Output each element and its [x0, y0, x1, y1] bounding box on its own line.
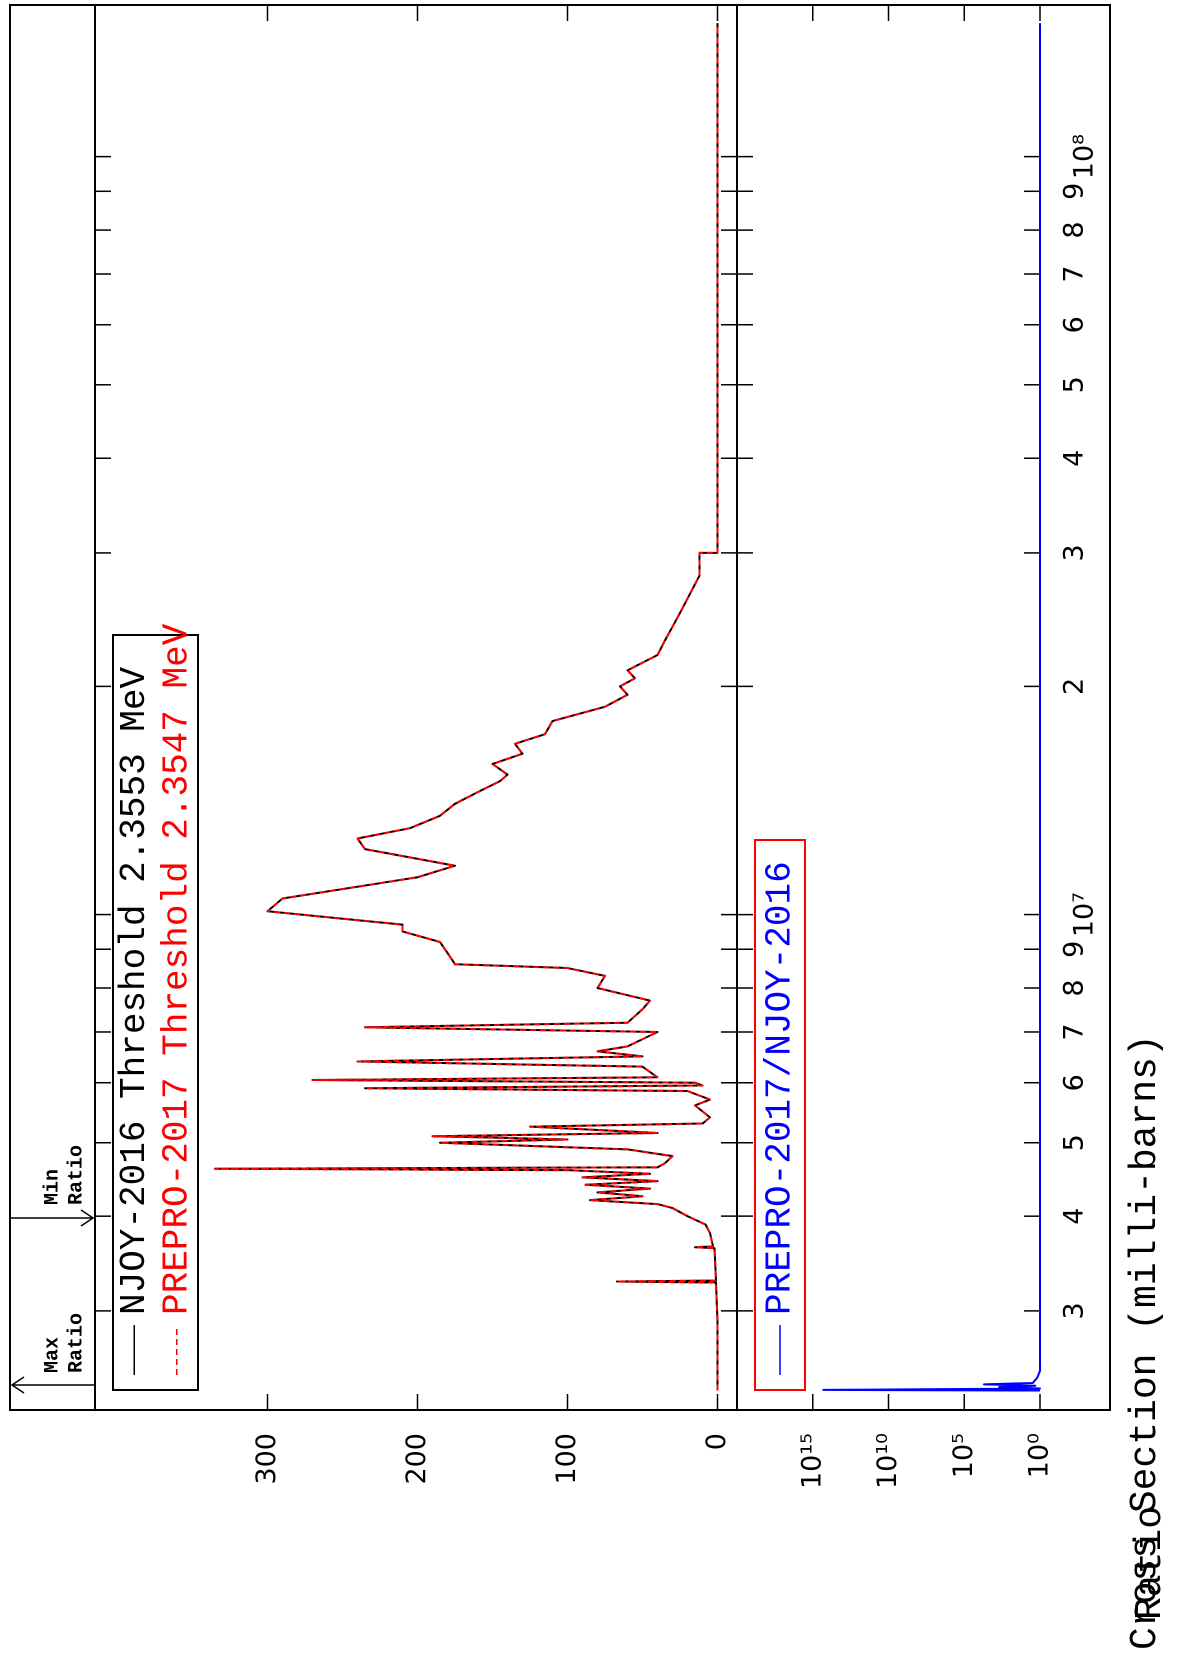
plot-rotated: Max Ratio Min Ratio Cross Section (milli… — [9, 4, 1172, 1650]
y-tick-label: 10¹⁵ — [796, 1433, 827, 1489]
y-tick-label: 10⁵ — [948, 1433, 979, 1478]
frame — [9, 4, 1111, 1411]
y-axis-title: Ratio — [1129, 1506, 1172, 1620]
x-tick-label: 6 — [1059, 316, 1090, 333]
x-tick-label: 9 — [1059, 183, 1090, 200]
x-tick-label: 5 — [1059, 376, 1090, 393]
y-tick-label: 10¹⁰ — [872, 1433, 903, 1489]
legend-box — [112, 634, 199, 1391]
x-tick-label: 4 — [1059, 450, 1090, 467]
y-tick-label: 10⁰ — [1024, 1433, 1055, 1478]
x-tick-label: 8 — [1059, 221, 1090, 238]
legend-label: NJOY-2016 Threshold 2.3553 MeV — [114, 666, 155, 1315]
x-tick-label: 9 — [1059, 941, 1090, 958]
x-tick-label: 6 — [1059, 1074, 1090, 1091]
min-ratio-arrowhead — [80, 1209, 95, 1227]
x-tick-label: 8 — [1059, 979, 1090, 996]
data-line — [214, 23, 719, 1391]
y-tick-label: 0 — [701, 1433, 732, 1450]
x-tick-label: 2 — [1059, 678, 1090, 695]
data-line — [822, 23, 1041, 1392]
data-line — [214, 23, 719, 1391]
x-tick-label: 7 — [1059, 1023, 1090, 1040]
annotation: Ratio — [65, 1145, 88, 1205]
annotation: Min — [41, 1169, 64, 1205]
legend-box — [754, 839, 806, 1391]
x-tick-label: 5 — [1059, 1134, 1090, 1151]
legend-label: PREPRO-2017/NJOY-2016 — [760, 861, 801, 1315]
x-tick-label: 4 — [1059, 1208, 1090, 1225]
x-tick-label: 7 — [1059, 265, 1090, 282]
x-tick-label: 10⁷ — [1069, 892, 1100, 937]
legend-label: PREPRO-2017 Threshold 2.3547 MeV — [156, 623, 197, 1315]
x-tick-label: 10⁸ — [1069, 134, 1100, 179]
max-ratio-arrowhead — [10, 1376, 25, 1394]
annotation: Ratio — [65, 1313, 88, 1373]
y-tick-label: 300 — [251, 1433, 282, 1485]
x-tick-label: 3 — [1059, 544, 1090, 561]
x-tick-label: 3 — [1059, 1302, 1090, 1319]
y-axis-title: Cross Section (milli-barns) — [1124, 1034, 1167, 1650]
y-tick-label: 100 — [551, 1433, 582, 1485]
y-tick-label: 200 — [401, 1433, 432, 1485]
annotation: Max — [41, 1337, 64, 1373]
